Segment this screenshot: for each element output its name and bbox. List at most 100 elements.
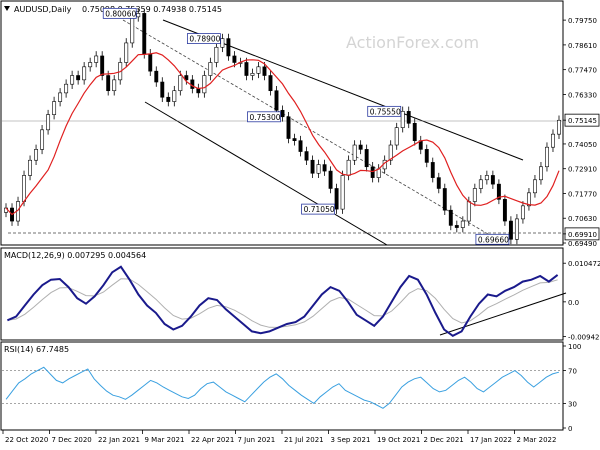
x-tick-label: 7 Dec 2020 xyxy=(52,436,92,444)
price-tick-label: 0.79750 xyxy=(568,17,597,25)
price-tick-label: 0.72910 xyxy=(568,166,597,174)
price-annotation-label: 0.75300 xyxy=(250,113,281,122)
rsi-tick-label: 30 xyxy=(568,400,577,408)
candle-body xyxy=(202,75,207,94)
candle-body xyxy=(514,218,519,240)
candle-body xyxy=(310,159,315,174)
candle-body xyxy=(280,109,285,118)
candle-body xyxy=(130,16,135,44)
rsi-tick-label: 0 xyxy=(568,425,572,433)
candle-body xyxy=(286,116,291,139)
rsi-tick-label: 100 xyxy=(568,343,581,351)
candle-body xyxy=(394,127,399,146)
candle-body xyxy=(466,201,471,222)
candle-body xyxy=(352,144,357,161)
candle-body xyxy=(448,209,453,226)
x-tick-label: 7 Jun 2021 xyxy=(238,436,276,444)
candle-body xyxy=(184,75,189,81)
price-tick-label: 0.78610 xyxy=(568,42,597,50)
candle-body xyxy=(484,175,489,181)
moving-average-line xyxy=(5,52,560,216)
rsi-tick-label: 70 xyxy=(568,368,577,376)
candle-body xyxy=(220,38,225,48)
candle-body xyxy=(436,177,441,189)
price-annotation-label: 0.71050 xyxy=(304,205,335,214)
candle-body xyxy=(298,140,303,152)
x-tick-label: 19 Oct 2021 xyxy=(377,436,420,444)
candle-body xyxy=(226,38,231,57)
candle-body xyxy=(244,62,249,76)
macd-tick-label: 0.010472 xyxy=(568,260,600,268)
candle-body xyxy=(334,188,339,210)
candle-body xyxy=(148,53,153,72)
rsi-levels xyxy=(2,370,562,404)
x-tick-label: 22 Apr 2021 xyxy=(191,436,234,444)
rsi-header: RSI(14) 67.7485 xyxy=(4,345,69,354)
candle-body xyxy=(178,75,183,92)
candle-body xyxy=(364,149,369,168)
candle-body xyxy=(94,55,99,63)
candle-body xyxy=(46,114,51,131)
candle-body xyxy=(322,164,327,172)
candle-body xyxy=(532,179,537,194)
candle-body xyxy=(539,166,543,181)
price-annotation-label: 0.78900 xyxy=(189,35,220,44)
x-tick-label: 17 Jan 2022 xyxy=(470,436,512,444)
candle-body xyxy=(370,166,375,178)
candle-body xyxy=(388,144,393,161)
candle-body xyxy=(190,79,195,89)
macd-header: MACD(12,26,9) 0.007295 0.004564 xyxy=(4,251,146,260)
price-tick-label: 0.71770 xyxy=(568,190,597,198)
price-candles xyxy=(4,8,561,245)
candle-body xyxy=(58,92,63,102)
candle-body xyxy=(346,159,351,176)
candle-body xyxy=(478,179,483,189)
candle-body xyxy=(358,144,363,150)
candle-body xyxy=(424,149,429,163)
candle-body xyxy=(100,55,105,76)
candle-body xyxy=(496,183,501,200)
price-annotation-label: 0.75550 xyxy=(370,107,401,116)
candle-body xyxy=(82,66,87,81)
candle-body xyxy=(154,70,159,83)
price-tick-label: 0.77470 xyxy=(568,67,597,75)
candle-body xyxy=(316,164,321,174)
candle-body xyxy=(472,188,477,202)
x-tick-label: 21 Jul 2021 xyxy=(284,436,324,444)
price-annotations: 0.80060 0.78900 0.75300 0.75550 0.71050 0.696… xyxy=(102,7,510,245)
candle-body xyxy=(442,188,447,211)
candle-body xyxy=(454,225,459,228)
candle-body xyxy=(136,13,141,18)
rsi-axis: 100 70 30 0 xyxy=(563,343,581,433)
x-tick-label: 3 Sep 2021 xyxy=(331,436,371,444)
candle-body xyxy=(304,151,309,161)
candle-body xyxy=(124,42,129,63)
candle-body xyxy=(268,75,273,92)
price-panel-frame xyxy=(0,0,564,246)
rsi-line xyxy=(5,366,560,409)
candle-body xyxy=(172,90,177,102)
collapse-arrow-icon xyxy=(4,6,10,11)
price-tick-label: 0.76330 xyxy=(568,91,597,99)
candle-body xyxy=(160,81,165,98)
price-header-symbol: AUDUSD,Daily xyxy=(14,5,72,14)
price-annotation-box xyxy=(301,203,335,215)
candle-body xyxy=(22,175,26,202)
candle-body xyxy=(328,170,333,189)
price-tick-label: 0.74050 xyxy=(568,141,597,149)
price-annotation-label: 0.69660 xyxy=(478,235,509,244)
candle-body xyxy=(526,192,531,207)
candle-body xyxy=(508,220,513,240)
macd-tick-label: -0.009426 xyxy=(568,334,600,342)
candle-body xyxy=(274,90,279,111)
price-annotation-box xyxy=(475,233,510,245)
candle-body xyxy=(460,220,465,228)
candle-body xyxy=(551,133,555,148)
price-annotation-box xyxy=(367,105,402,117)
candle-body xyxy=(40,129,45,150)
price-tick-label: 0.69910 xyxy=(568,231,597,239)
candle-body xyxy=(557,119,561,135)
price-header-ohlc: 0.75098 0.75359 0.74938 0.75145 xyxy=(82,5,222,14)
candle-body xyxy=(232,55,237,63)
